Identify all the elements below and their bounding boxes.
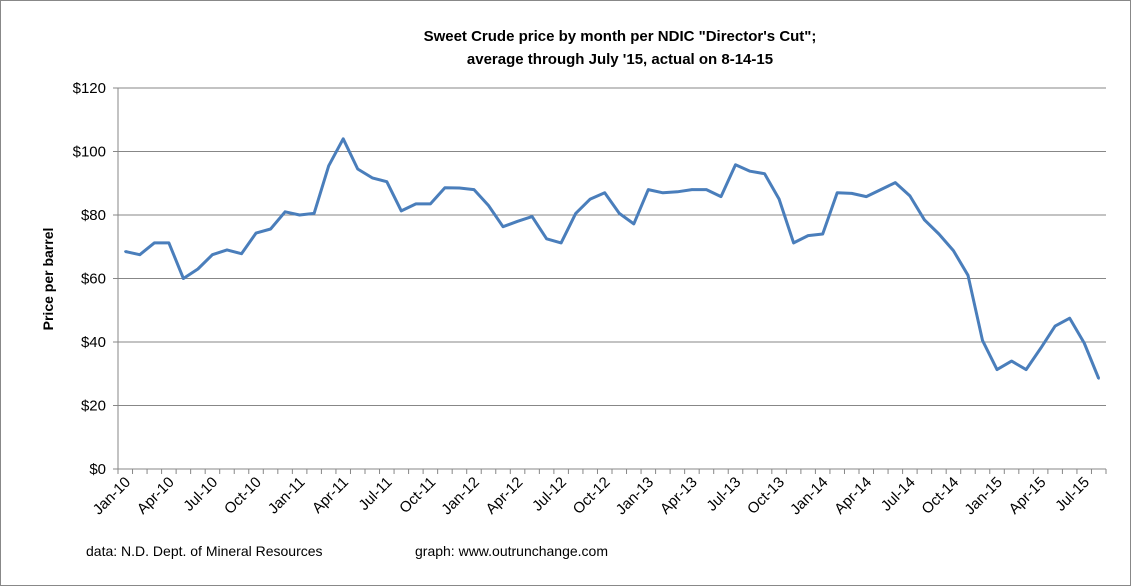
data-point — [589, 197, 592, 201]
data-point — [1039, 347, 1042, 350]
data-point — [574, 212, 577, 215]
data-point — [865, 195, 868, 198]
data-point — [661, 191, 665, 194]
data-point — [371, 176, 374, 180]
data-point — [966, 274, 970, 277]
data-point — [211, 253, 214, 256]
data-point — [1024, 368, 1028, 371]
data-point — [1097, 377, 1100, 380]
data-point — [225, 248, 229, 252]
data-point — [632, 222, 635, 226]
data-point — [647, 188, 650, 191]
data-point — [690, 188, 694, 191]
y-tick-label: $100 — [73, 144, 106, 161]
y-tick-label: $20 — [81, 398, 106, 415]
data-point — [501, 225, 505, 228]
data-point — [995, 368, 999, 371]
y-tick-label: $80 — [81, 207, 106, 224]
data-point — [1053, 324, 1057, 328]
data-point — [908, 194, 912, 198]
data-point — [748, 169, 752, 173]
data-point — [719, 195, 723, 198]
data-point — [312, 212, 316, 215]
y-tick-label: $0 — [89, 461, 106, 478]
data-point — [806, 234, 810, 237]
y-axis-label: Price per barrel — [40, 228, 56, 331]
data-point — [1010, 359, 1013, 363]
data-point — [138, 253, 141, 256]
data-point — [777, 197, 781, 201]
y-tick-label: $40 — [81, 334, 106, 351]
data-point — [545, 237, 548, 241]
data-point — [792, 241, 795, 245]
data-point — [283, 210, 287, 214]
data-point — [923, 218, 926, 221]
data-point — [676, 190, 679, 194]
data-point — [443, 186, 447, 189]
data-point — [836, 191, 839, 194]
data-point — [458, 186, 461, 190]
data-point — [269, 227, 272, 231]
data-point — [763, 172, 766, 175]
data-point — [603, 191, 606, 194]
data-point — [342, 137, 345, 140]
chart-title-line-1: Sweet Crude price by month per NDIC "Dir… — [424, 28, 817, 45]
series-line-sweet-crude — [124, 137, 1101, 380]
data-point — [879, 188, 882, 191]
data-point — [937, 232, 941, 236]
data-point — [254, 231, 258, 235]
data-point — [167, 241, 171, 245]
data-point — [196, 267, 200, 271]
y-tick-label: $60 — [81, 271, 106, 288]
data-point — [734, 163, 737, 167]
data-point — [327, 164, 330, 167]
data-point — [298, 213, 301, 217]
data-point — [153, 241, 156, 245]
data-point — [124, 250, 127, 253]
data-point — [472, 188, 476, 191]
data-point — [414, 202, 418, 206]
data-point — [1068, 316, 1071, 320]
data-point — [385, 180, 388, 183]
footer-source: data: N.D. Dept. of Mineral Resources — [86, 543, 323, 559]
data-point — [240, 252, 243, 255]
data-point — [516, 220, 519, 223]
data-point — [559, 241, 563, 245]
data-point — [894, 181, 897, 184]
data-point — [356, 167, 359, 171]
data-point — [981, 339, 984, 342]
y-tick-label: $120 — [73, 80, 106, 97]
data-point — [429, 202, 432, 206]
data-point — [487, 204, 490, 207]
data-point — [182, 277, 185, 280]
data-point — [850, 192, 853, 195]
chart-title-line-2: average through July '15, actual on 8-14… — [467, 51, 773, 68]
footer-graph-credit: graph: www.outrunchange.com — [415, 543, 608, 559]
data-point — [821, 232, 824, 236]
data-point — [618, 212, 621, 215]
data-point — [530, 215, 534, 218]
data-point — [705, 188, 708, 191]
data-point — [952, 249, 955, 252]
data-point — [1083, 341, 1086, 345]
data-point — [400, 209, 403, 213]
